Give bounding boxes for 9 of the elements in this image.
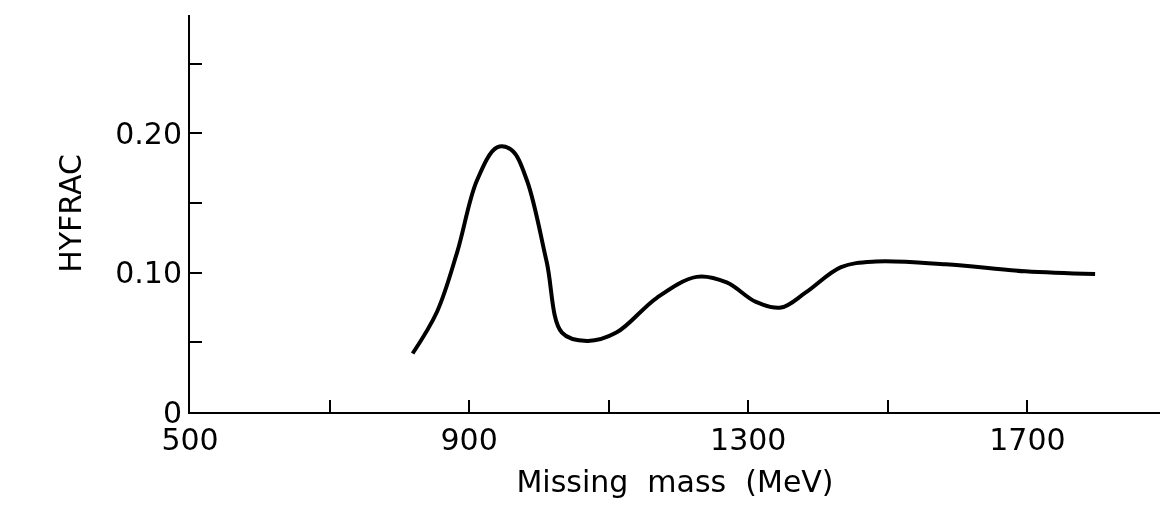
y-tick-label: 0.20	[115, 115, 182, 151]
y-tick-label: 0.10	[115, 255, 182, 291]
x-axis-title: Missing mass (MeV)	[516, 464, 834, 499]
line-series	[410, 144, 1098, 356]
x-tick-label: 1700	[989, 422, 1066, 457]
x-tick-label: 1300	[710, 422, 787, 457]
y-axis-title: HYFRAC	[52, 154, 88, 273]
x-tick-label: 900	[440, 422, 498, 457]
x-tick-label: 500	[161, 422, 219, 457]
